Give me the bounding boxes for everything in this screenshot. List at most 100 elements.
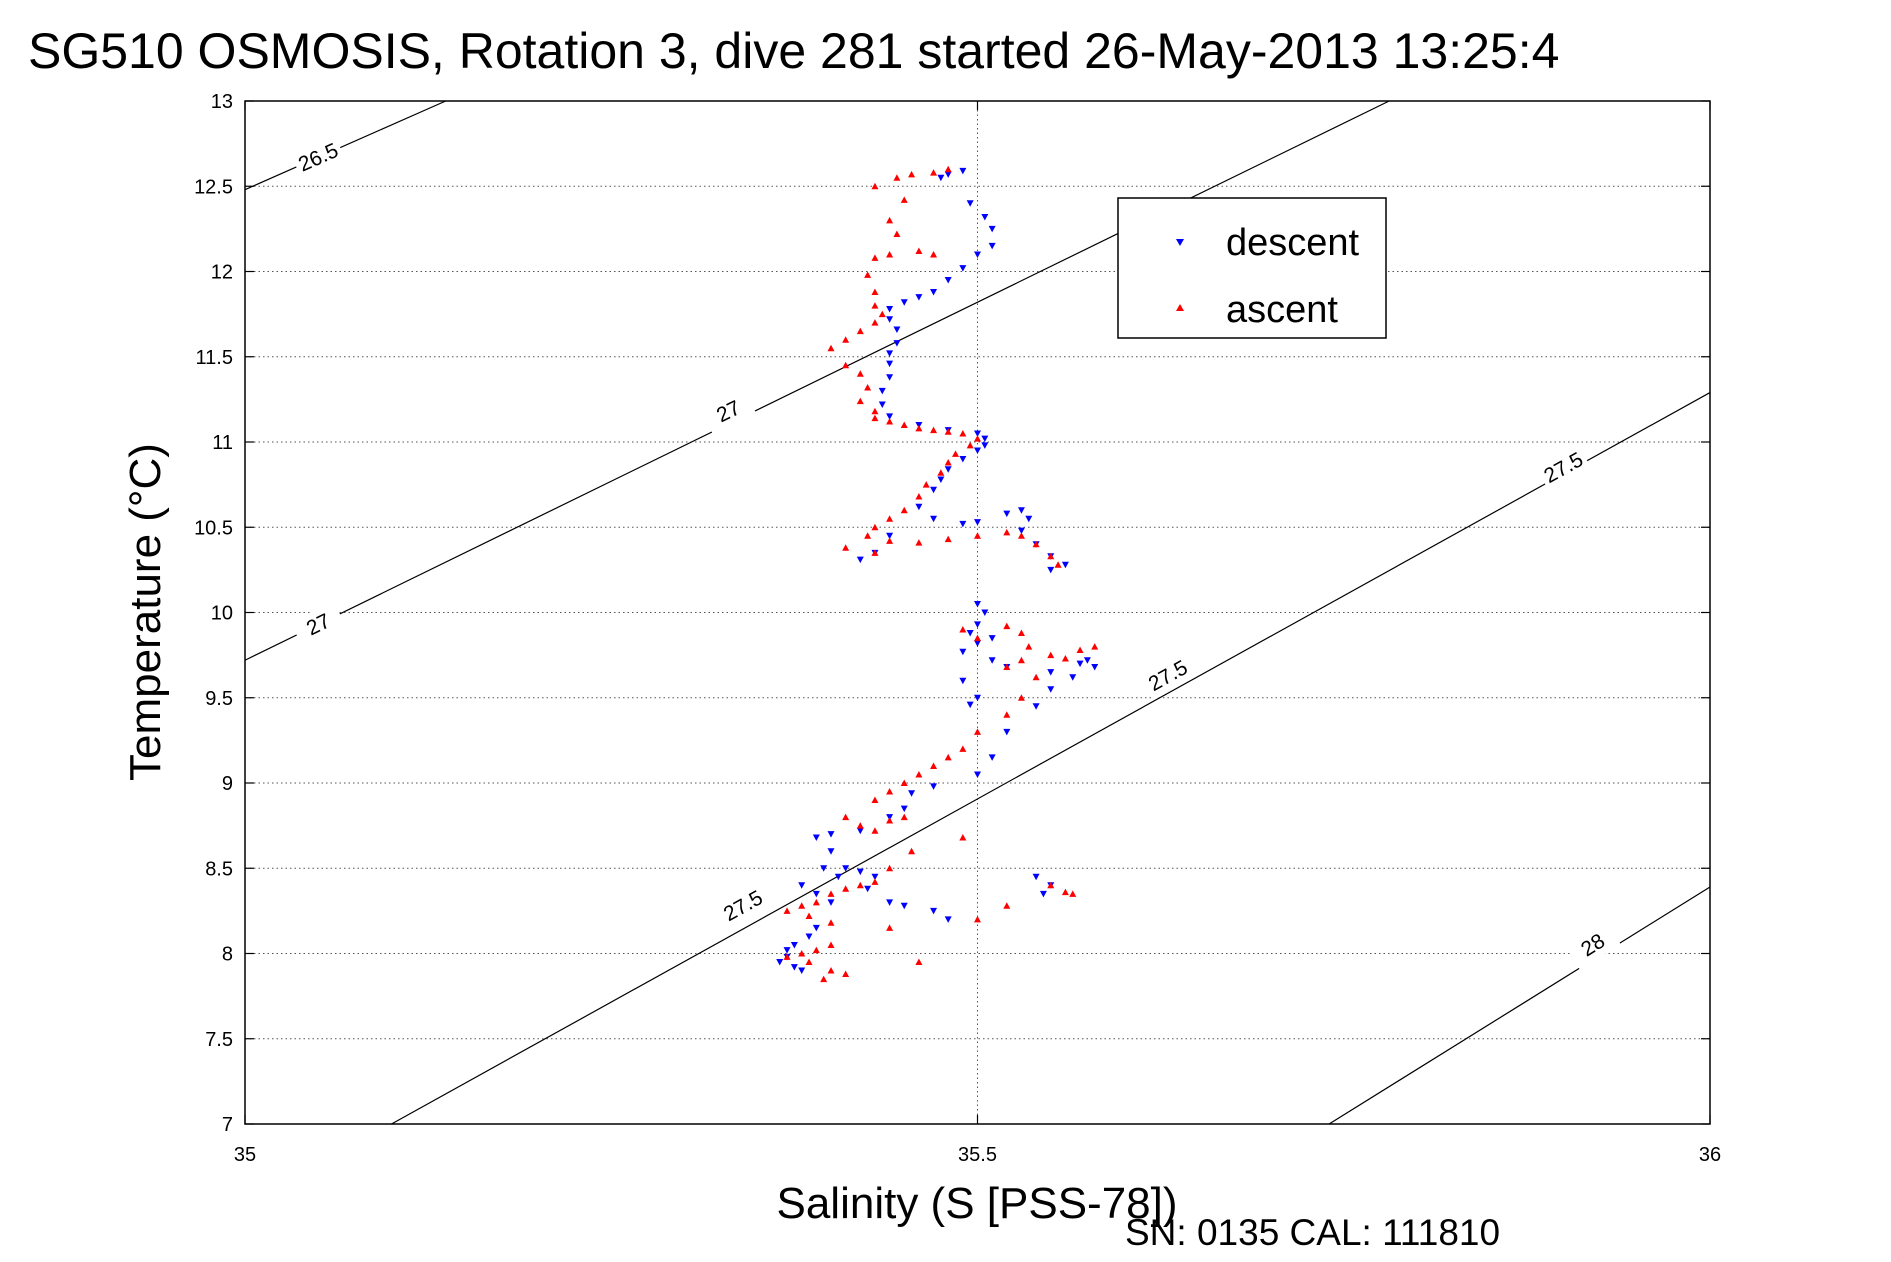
descent-point [974,430,981,437]
descent-point [1069,674,1077,681]
ascent-point [922,481,930,488]
ascent-point [871,319,879,326]
ascent-point [974,634,981,642]
descent-point [959,677,967,685]
descent-point [864,885,872,893]
ascent-point [1017,694,1025,701]
descent-point [893,326,901,333]
y-tick-label: 7.5 [205,1029,233,1051]
ascent-point [1017,656,1025,664]
ascent-point [842,970,850,977]
y-tick-label: 12 [211,262,233,284]
ascent-point [871,796,879,804]
y-tick-label: 11 [212,432,233,454]
ascent-point [930,169,938,176]
legend: descent ascent [1117,197,1387,339]
chart-title: SG510 OSMOSIS, Rotation 3, dive 281 star… [28,23,1559,79]
ascent-point [886,788,894,795]
descent-point [908,790,916,797]
ascent-point [812,946,820,954]
ascent-point [915,770,923,778]
ascent-point [974,532,981,539]
ascent-point [1025,643,1033,650]
density-contour-27.5 [391,392,1711,1125]
ascent-point [944,753,952,761]
y-tick-label: 9 [222,773,233,795]
ascent-point [944,428,952,435]
descent-point [812,924,820,932]
legend-descent-marker-icon [1176,239,1184,246]
ascent-point [871,414,879,422]
y-tick-label: 9.5 [205,688,233,710]
descent-point [966,701,974,709]
descent-point [790,941,798,949]
ascent-point [827,919,835,926]
ascent-point [856,327,864,335]
descent-point [900,299,908,306]
density-contour-26.5 [244,100,446,191]
ascent-point [893,230,901,237]
x-tick-label: 35.5 [958,1144,997,1166]
ascent-point [856,397,864,405]
ascent-point [878,310,886,318]
ascent-point [864,532,872,539]
descent-point [798,882,806,889]
ascent-point [1032,673,1040,681]
contour-label-background [715,881,771,930]
y-tick-label: 12.5 [194,176,233,198]
descent-point [1003,728,1011,736]
y-tick-label: 8.5 [205,858,233,880]
descent-point [886,360,894,368]
ascent-point [1091,643,1099,650]
ascent-point [1054,561,1062,568]
descent-point [886,374,894,381]
descent-point [1039,890,1047,898]
descent-point [886,316,894,323]
ascent-point [900,779,908,786]
descent-point [812,890,820,898]
ascent-point [1003,663,1011,671]
ascent-point [856,370,864,377]
ascent-point [915,424,923,432]
ascent-point [812,898,820,906]
ascent-point [915,539,923,546]
descent-point [878,387,886,395]
descent-point [842,865,850,872]
y-tick-label: 13 [211,91,233,113]
ascent-point [842,361,850,369]
ascent-point [856,881,864,889]
ascent-point [827,344,835,352]
data-points [776,165,1099,983]
ascent-point [886,216,894,224]
ascent-point [900,421,908,428]
ascent-point [886,924,894,931]
ascent-point [930,426,938,434]
descent-point [1061,561,1069,569]
descent-point [827,831,835,838]
ascent-point [974,915,981,923]
descent-point [886,413,894,420]
descent-point [900,902,908,910]
descent-point [886,532,894,540]
ascent-point [798,950,806,957]
contour-label-background [1140,651,1196,700]
descent-point [820,865,828,872]
ascent-point [1047,651,1055,659]
ascent-point [871,878,879,885]
descent-point [1032,873,1040,881]
ascent-point [974,728,981,735]
ascent-point [944,458,952,466]
x-tick-label: 35 [234,1144,256,1166]
y-tick-label: 7 [222,1114,233,1136]
descent-point [988,225,996,233]
descent-point [974,447,981,455]
ascent-point [1069,890,1077,897]
descent-point [959,167,967,175]
descent-point [974,771,981,778]
footer-serial-calibration: SN: 0135 CAL: 111810 [1125,1212,1500,1253]
ascent-point [827,941,835,948]
descent-point [974,251,981,258]
descent-point [900,805,908,813]
ascent-point [908,847,916,855]
ascent-point [930,762,938,769]
